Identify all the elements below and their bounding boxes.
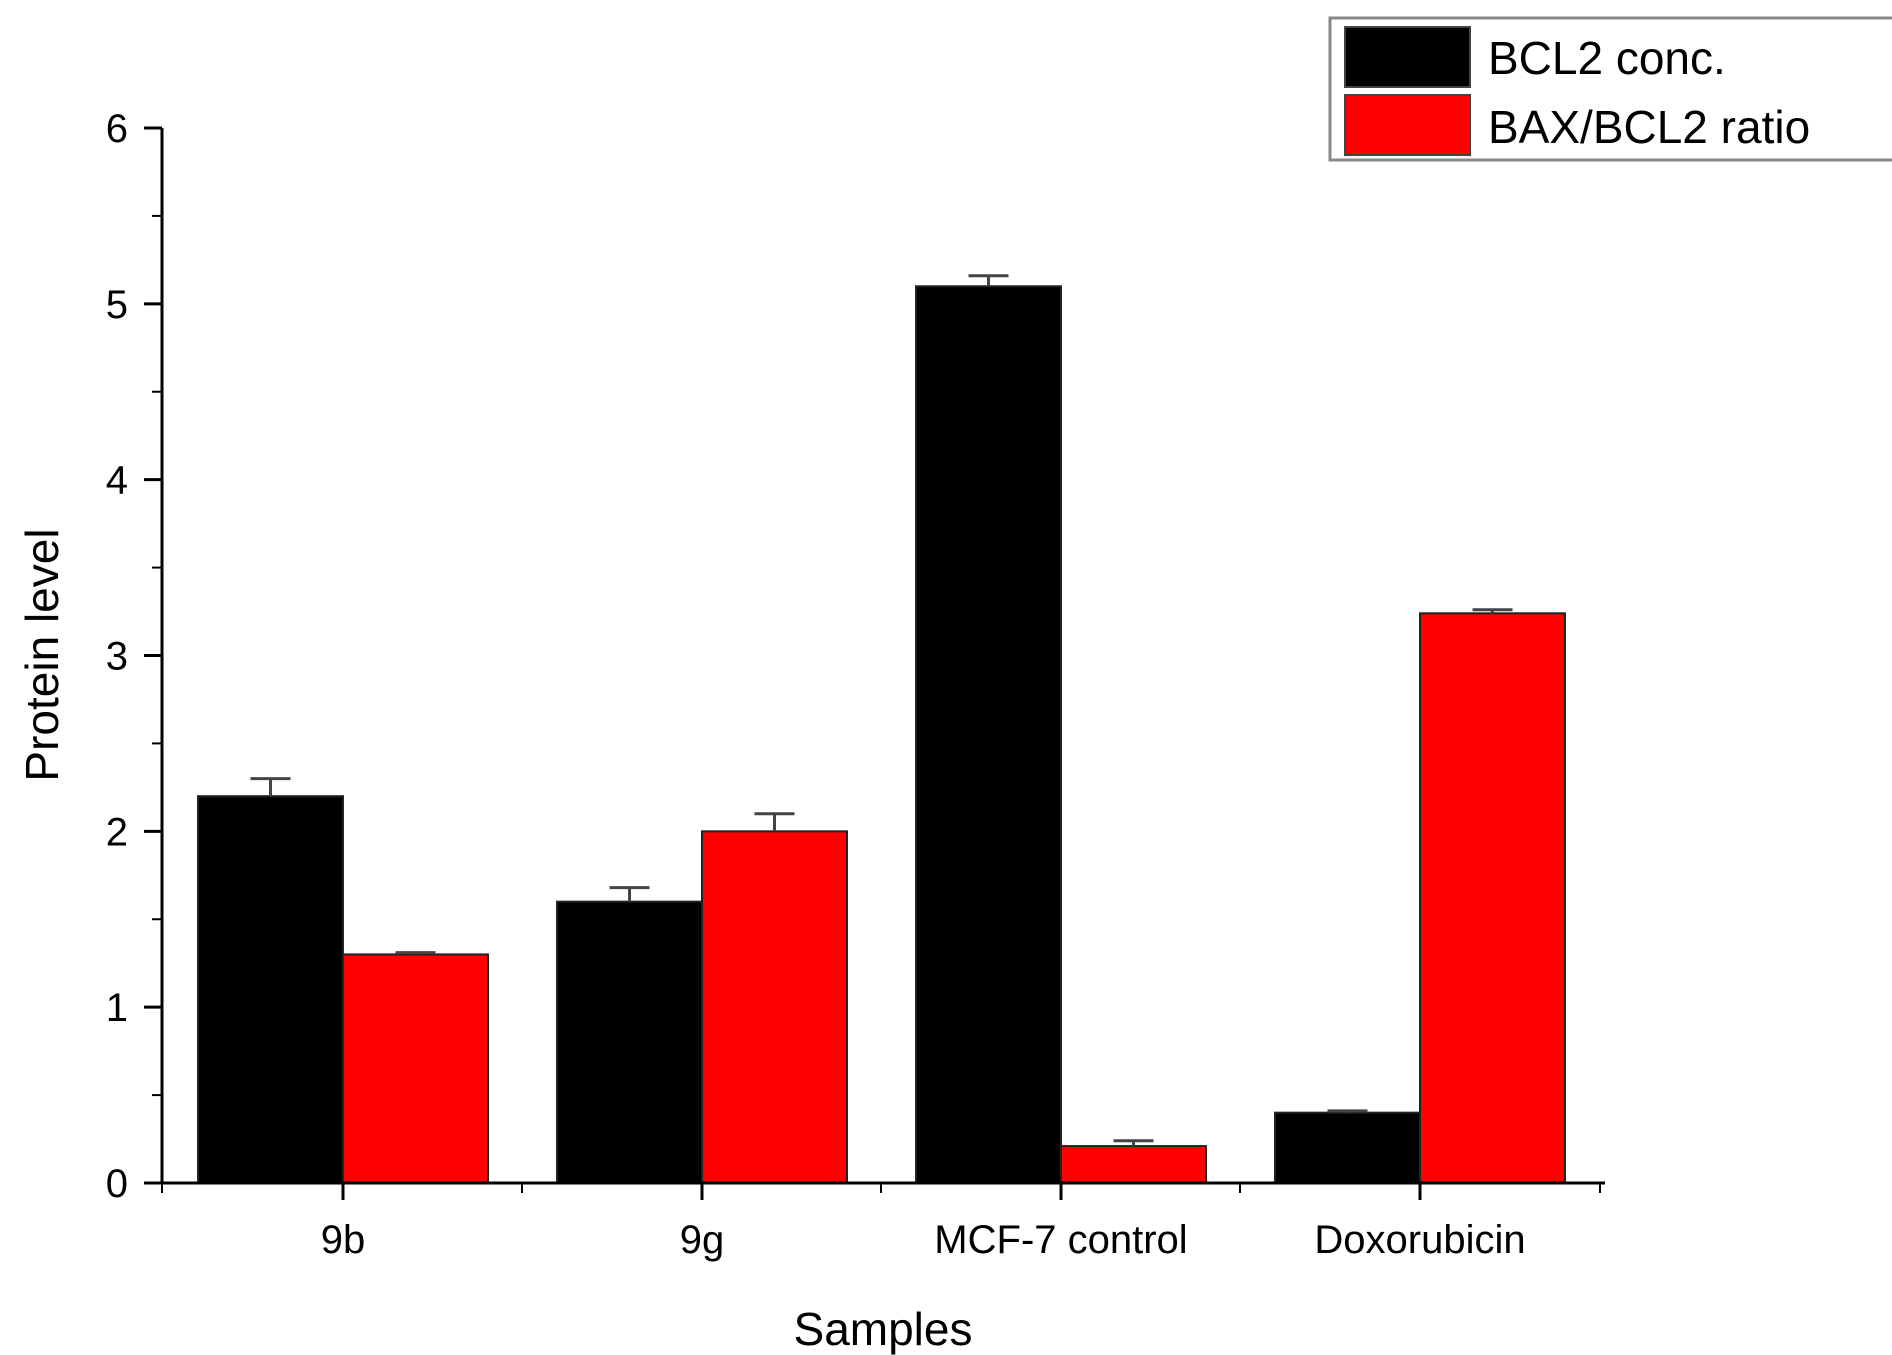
- y-tick-label-4: 4: [106, 459, 128, 503]
- legend-label-bax-bcl2: BAX/BCL2 ratio: [1488, 101, 1810, 153]
- bar-bax-bcl2-ratio-9b: [342, 953, 489, 1185]
- y-axis-label: Protein level: [16, 528, 68, 781]
- legend-swatch-bcl2: [1344, 26, 1471, 88]
- bars-group: [197, 285, 1566, 1185]
- x-tick-label-9g: 9g: [680, 1218, 725, 1262]
- y-tick-label-0: 0: [106, 1162, 128, 1206]
- bar-bax-bcl2-ratio-9g: [701, 830, 848, 1184]
- y-tick-label-6: 6: [106, 107, 128, 151]
- y-tick-label-5: 5: [106, 283, 128, 327]
- legend-label-bcl2: BCL2 conc.: [1488, 32, 1726, 84]
- bar-bax-bcl2-ratio-doxorubicin: [1419, 612, 1566, 1184]
- error-bar-bax-bcl2-ratio-9b: [395, 951, 436, 955]
- y-tick-label-2: 2: [106, 810, 128, 854]
- y-tick-label-1: 1: [106, 986, 128, 1030]
- error-bar-bcl2-conc-9b: [250, 777, 291, 797]
- error-bars-group: [250, 274, 1513, 1147]
- x-tick-label-mcf-7-control: MCF-7 control: [934, 1218, 1187, 1262]
- error-bar-bax-bcl2-ratio-mcf-7-control: [1113, 1139, 1154, 1147]
- error-bar-bax-bcl2-ratio-doxorubicin: [1472, 608, 1513, 614]
- bar-bcl2-conc-9g: [556, 900, 703, 1185]
- x-axis-label: Samples: [794, 1303, 973, 1355]
- error-bar-bax-bcl2-ratio-9g: [754, 812, 795, 832]
- error-bar-bcl2-conc-9g: [609, 886, 650, 902]
- legend-swatch-bax-bcl2: [1344, 94, 1471, 156]
- bar-bcl2-conc-mcf-7-control: [915, 285, 1062, 1184]
- x-ticks-group: 9b 9g MCF-7 control Doxorubicin: [161, 1183, 1601, 1262]
- x-tick-label-doxorubicin: Doxorubicin: [1314, 1218, 1525, 1262]
- y-ticks-group: 0 1 2 3 4 5 6: [106, 107, 162, 1206]
- y-tick-label-3: 3: [106, 635, 128, 679]
- x-tick-label-9b: 9b: [321, 1218, 366, 1262]
- legend: BCL2 conc. BAX/BCL2 ratio: [1328, 16, 1892, 162]
- bar-bcl2-conc-doxorubicin: [1274, 1111, 1421, 1184]
- bar-bcl2-conc-9b: [197, 795, 344, 1185]
- error-bar-bcl2-conc-doxorubicin: [1327, 1109, 1368, 1113]
- bar-bax-bcl2-ratio-mcf-7-control: [1060, 1145, 1207, 1184]
- error-bar-bcl2-conc-mcf-7-control: [968, 274, 1009, 287]
